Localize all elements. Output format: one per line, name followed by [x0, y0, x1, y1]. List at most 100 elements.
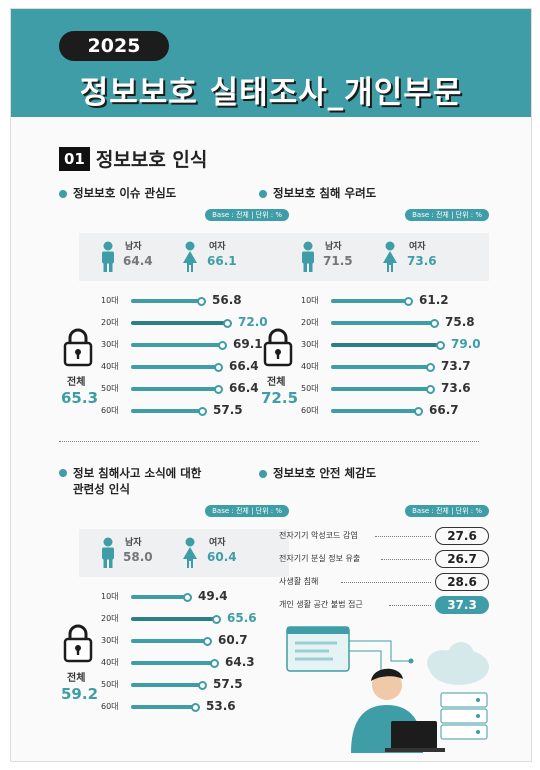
age-label: 40대: [101, 362, 119, 371]
safety-label: 전자기기 분실 정보 유출: [279, 554, 361, 563]
year-badge: 2025: [59, 31, 169, 61]
bar-value-label: 64.3: [225, 655, 255, 669]
panel-infringement-concern: 정보보호 침해 우려도 Base : 전체 | 단위 : % 남자 71.5 여자 7…: [259, 185, 489, 430]
bar: [131, 299, 202, 303]
bar-knob: [191, 702, 200, 712]
panel-title: 정보보호 침해 우려도: [259, 185, 376, 201]
bar: [331, 343, 441, 347]
female-label: 여자: [209, 242, 226, 252]
total-value: 72.5: [261, 389, 299, 407]
panel-issue-interest: 정보보호 이슈 관심도 Base : 전체 | 단위 : % 남자 64.4 여자 6…: [59, 185, 289, 430]
bar: [131, 387, 219, 391]
bar-value-label: 66.4: [229, 381, 259, 395]
bar: [131, 705, 196, 709]
base-unit-badge: Base : 전체 | 단위 : %: [205, 505, 289, 517]
bar: [131, 343, 223, 347]
bar: [131, 639, 208, 643]
total-label: 전체: [67, 673, 86, 684]
panel-title: 정보 침해사고 소식에 대한 관련성 인식: [59, 465, 201, 497]
bar-knob: [183, 592, 192, 602]
bar: [131, 683, 203, 687]
bar-knob: [436, 340, 445, 350]
age-label: 40대: [101, 658, 119, 667]
male-person-icon: [102, 537, 114, 568]
age-label: 10대: [101, 296, 119, 305]
bar-knob: [198, 680, 207, 690]
bar-value-label: 69.1: [233, 337, 263, 351]
bar-knob: [212, 614, 221, 624]
bar-knob: [218, 340, 227, 350]
female-person-icon: [183, 537, 197, 568]
female-value: 60.4: [207, 550, 237, 564]
base-unit-badge: Base : 전체 | 단위 : %: [405, 505, 489, 517]
bar-value-label: 57.5: [213, 677, 243, 691]
age-label: 40대: [301, 362, 319, 371]
female-person-icon: [181, 241, 199, 277]
safety-row: 전자기기 분실 정보 유출 26.7: [279, 550, 489, 568]
bar-value-label: 61.2: [419, 293, 449, 307]
bar-value-label: 75.8: [445, 315, 475, 329]
bullet-dot-icon: [259, 189, 267, 198]
bar-knob: [214, 362, 223, 372]
male-person-icon: [302, 241, 314, 272]
safety-label: 개인 생활 공간 불법 접근: [279, 600, 363, 609]
age-label: 20대: [101, 614, 119, 623]
dotted-leader: [381, 559, 431, 560]
bar-value-label: 53.6: [206, 699, 236, 713]
lock-icon: [63, 623, 93, 667]
bullet-dot-icon: [59, 469, 67, 477]
total-value: 59.2: [61, 685, 99, 703]
infographic: 2025 정보보호 실태조사_개인부문 01 정보보호 인식 정보보호 이슈 관심…: [10, 8, 532, 762]
bar: [331, 321, 435, 325]
bar: [131, 409, 203, 413]
panel-incident-relevance: 정보 침해사고 소식에 대한 관련성 인식 Base : 전체 | 단위 : % …: [59, 465, 289, 755]
bar-knob: [404, 296, 413, 306]
bullet-dot-icon: [259, 469, 267, 478]
safety-value: 28.6: [435, 573, 489, 591]
dotted-leader: [375, 536, 431, 537]
bar-knob: [210, 658, 219, 668]
female-person-icon: [183, 241, 197, 272]
age-label: 50대: [101, 384, 119, 393]
section-title: 01 정보보호 인식: [59, 145, 207, 171]
age-label: 20대: [101, 318, 119, 327]
bar-knob: [197, 296, 206, 306]
female-person-icon: [181, 537, 199, 573]
bar: [131, 365, 219, 369]
bar-knob: [214, 384, 223, 394]
laptop-icon: [391, 721, 437, 749]
age-label: 50대: [101, 680, 119, 689]
male-value: 64.4: [123, 254, 153, 268]
age-label: 30대: [101, 340, 119, 349]
age-label: 30대: [101, 636, 119, 645]
bar: [131, 595, 188, 599]
bar: [131, 617, 217, 621]
bar-value-label: 66.7: [429, 403, 459, 417]
bar-value-label: 73.7: [441, 359, 471, 373]
bar-value-label: 56.8: [212, 293, 242, 307]
dotted-leader: [341, 582, 431, 583]
safety-row: 전자기기 악성코드 감염 27.6: [279, 527, 489, 545]
female-value: 66.1: [207, 254, 237, 268]
bar-value-label: 57.5: [213, 403, 243, 417]
age-label: 30대: [301, 340, 319, 349]
total-value: 65.3: [61, 389, 99, 407]
age-label: 60대: [101, 702, 119, 711]
bar-value-label: 79.0: [451, 337, 481, 351]
male-person-icon: [99, 537, 117, 573]
age-label: 10대: [101, 592, 119, 601]
bar-knob: [203, 636, 212, 646]
section-number: 01: [59, 146, 90, 171]
male-person-icon: [99, 241, 117, 277]
female-value: 73.6: [407, 254, 437, 268]
male-person-icon: [299, 241, 317, 277]
age-label: 50대: [301, 384, 319, 393]
female-person-icon: [381, 241, 399, 277]
safety-value: 26.7: [435, 550, 489, 568]
age-label: 60대: [101, 406, 119, 415]
safety-row: 사생활 침해 28.6: [279, 573, 489, 591]
bar-value-label: 66.4: [229, 359, 259, 373]
bar-knob: [414, 406, 423, 416]
base-unit-badge: Base : 전체 | 단위 : %: [205, 209, 289, 221]
bullet-dot-icon: [59, 189, 67, 198]
